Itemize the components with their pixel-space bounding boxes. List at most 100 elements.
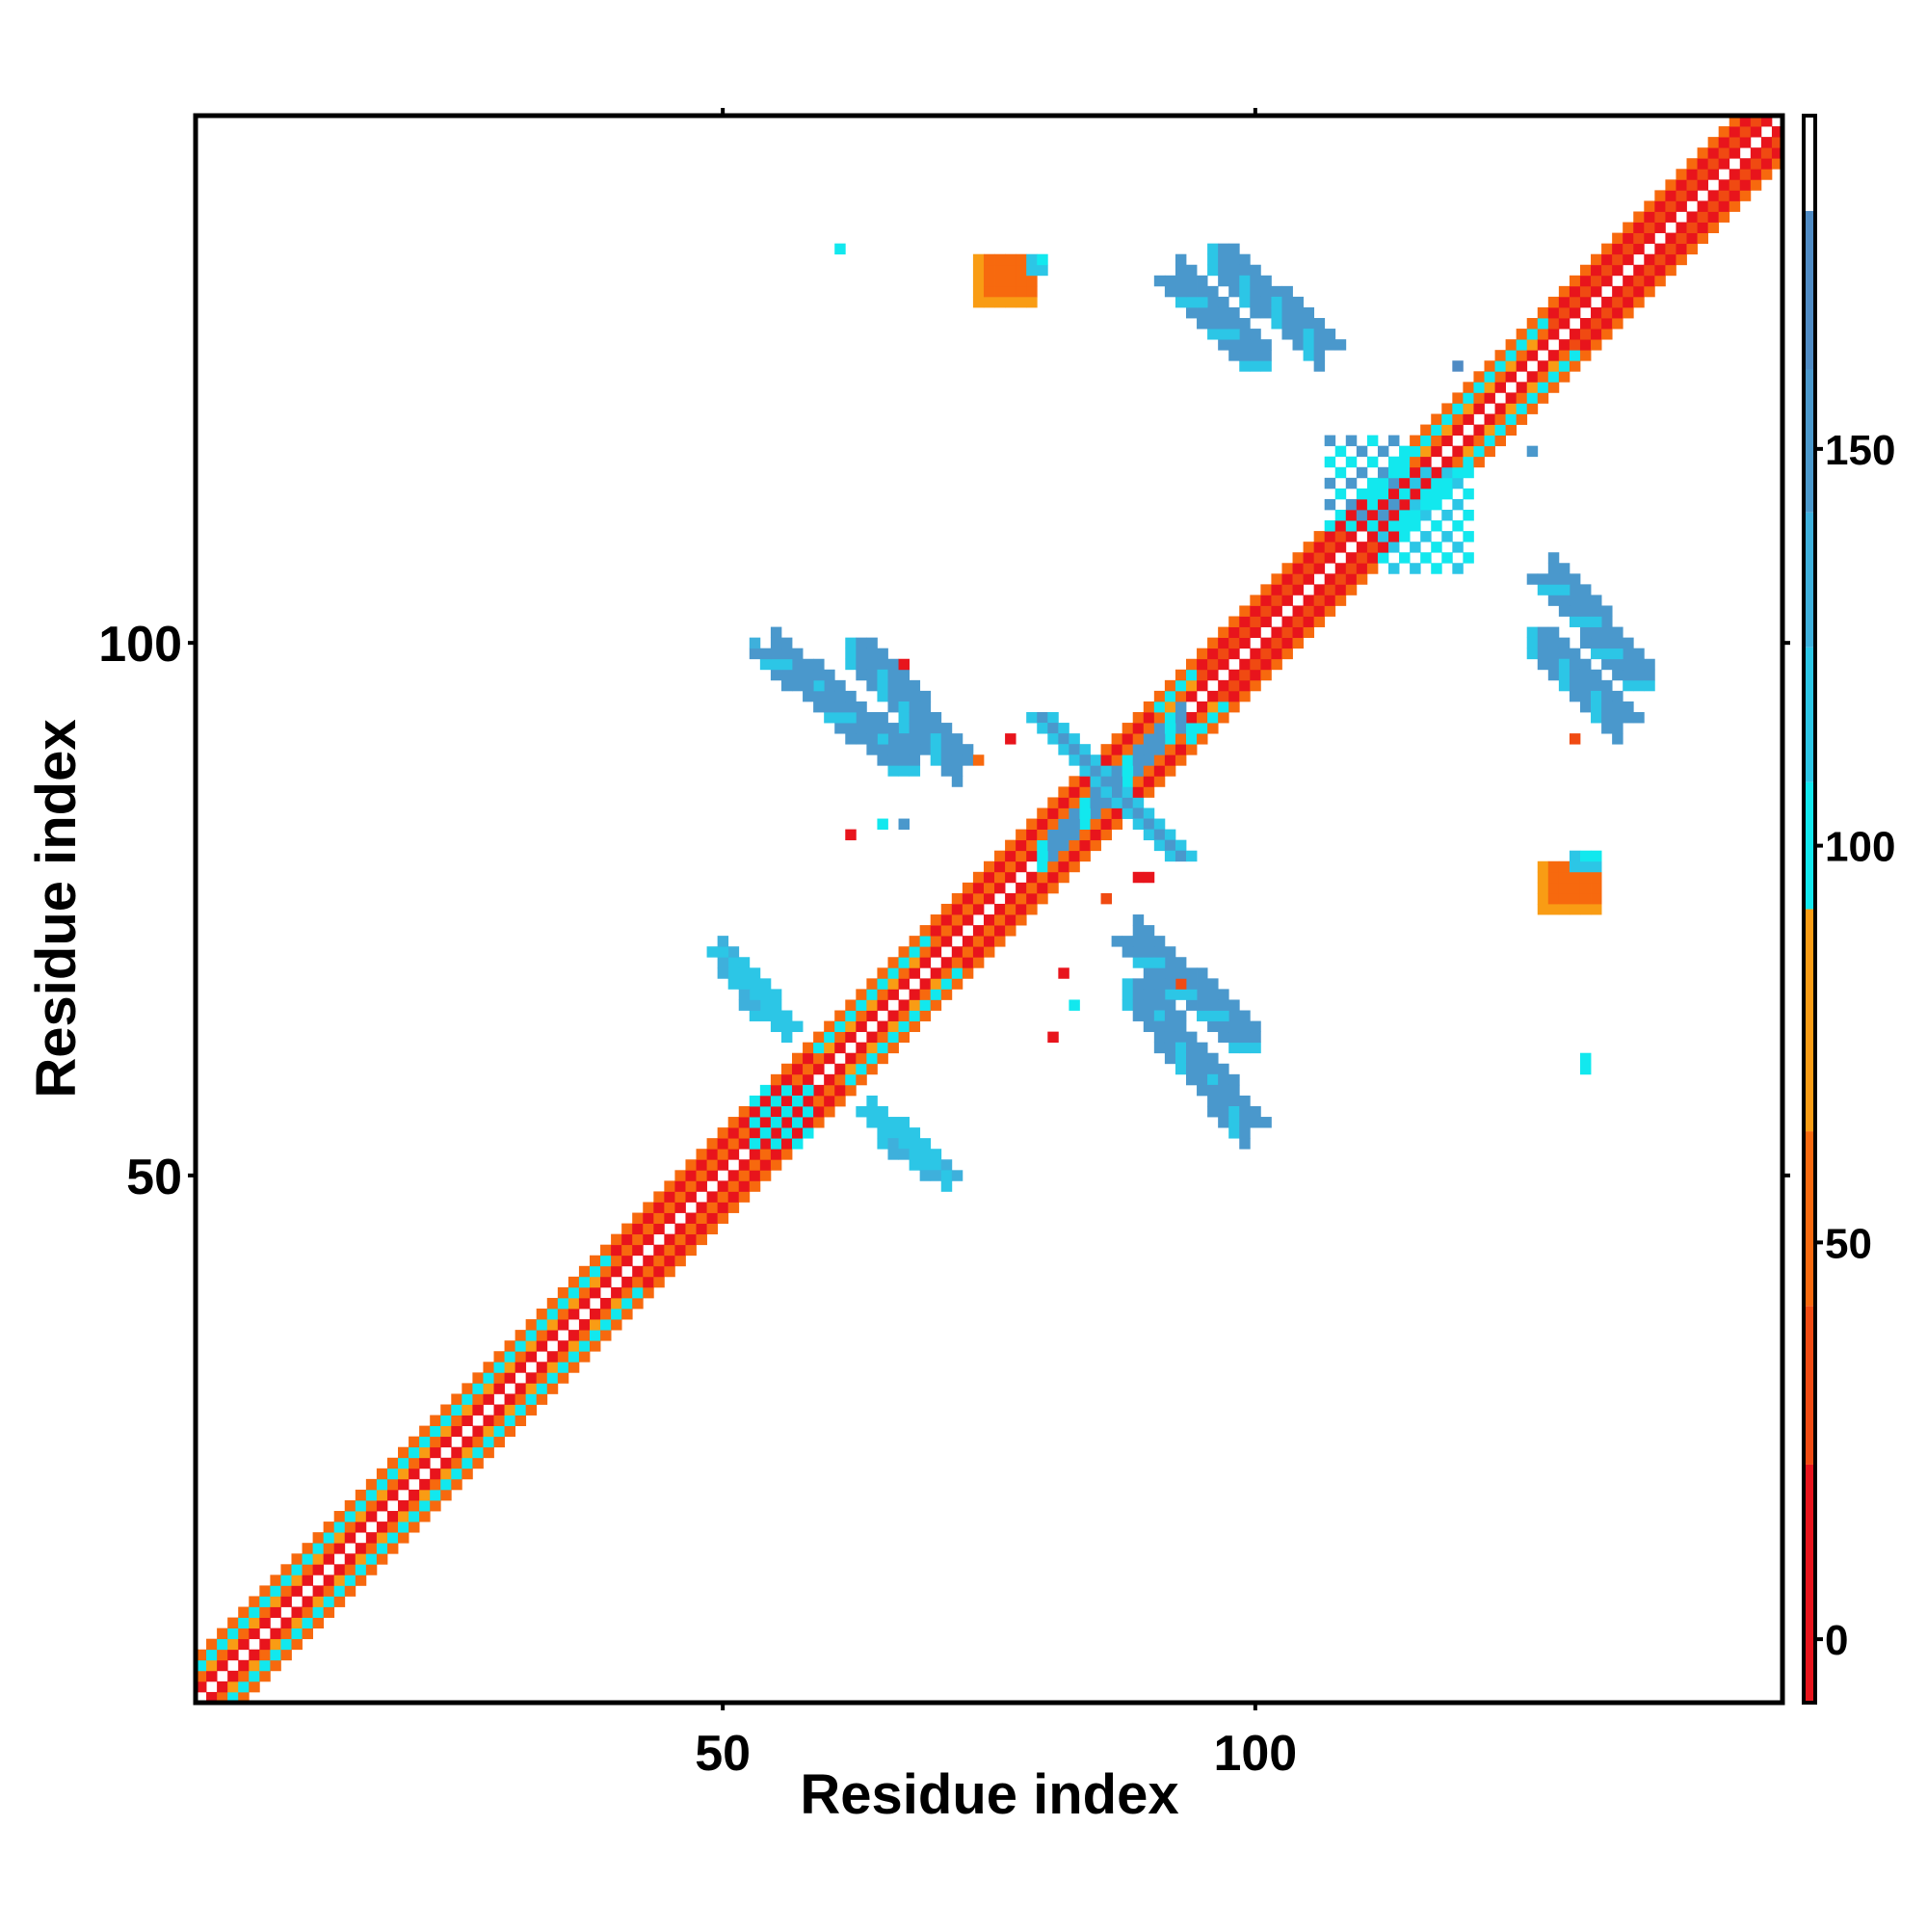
heatmap-cell — [1579, 850, 1592, 862]
heatmap-cell — [1207, 243, 1219, 255]
heatmap-cell — [1324, 584, 1336, 595]
heatmap-cell — [792, 669, 804, 681]
heatmap-cell — [909, 1149, 921, 1160]
heatmap-cell — [1016, 860, 1027, 873]
heatmap-cell — [1463, 445, 1474, 458]
heatmap-cell — [557, 1340, 569, 1352]
heatmap-cell — [674, 1255, 686, 1267]
heatmap-cell — [951, 1170, 964, 1181]
heatmap-cell — [493, 1404, 505, 1416]
heatmap-cell — [1271, 658, 1282, 671]
heatmap-cell — [1058, 797, 1069, 808]
heatmap-cell — [1505, 371, 1518, 383]
heatmap-cell — [877, 679, 888, 692]
heatmap-cell — [1164, 765, 1176, 777]
heatmap-cell — [1707, 158, 1720, 170]
heatmap-cell — [972, 754, 985, 766]
heatmap-cell — [1143, 989, 1155, 1000]
heatmap-cell — [909, 701, 921, 713]
heatmap-cell — [1228, 285, 1240, 298]
heatmap-cell — [1143, 754, 1155, 766]
heatmap-cell — [834, 712, 846, 724]
heatmap-cell — [1377, 520, 1389, 532]
heatmap-cell — [1452, 403, 1464, 414]
heatmap-cell — [792, 1095, 804, 1107]
heatmap-cell — [1281, 595, 1293, 606]
heatmap-cell — [983, 296, 995, 308]
heatmap-cell — [1494, 435, 1506, 447]
heatmap-cell — [1633, 222, 1645, 233]
heatmap-cell — [1132, 914, 1145, 926]
heatmap-cell — [270, 1585, 281, 1597]
heatmap-cell — [834, 1095, 846, 1107]
heatmap-cell — [1271, 637, 1282, 649]
heatmap-cell — [919, 1170, 932, 1181]
heatmap-cell — [951, 776, 964, 787]
colorbar-tick-label: 50 — [1825, 1220, 1872, 1267]
heatmap-cell — [1558, 285, 1571, 298]
heatmap-cell — [909, 1138, 921, 1150]
heatmap-cell — [1601, 626, 1613, 639]
heatmap-cell — [398, 1457, 409, 1469]
heatmap-cell — [1197, 1010, 1208, 1021]
heatmap-cell — [1016, 914, 1027, 926]
heatmap-cell — [312, 1553, 325, 1565]
heatmap-cell — [1334, 509, 1347, 521]
heatmap-cell — [792, 1138, 804, 1150]
heatmap-cell — [813, 679, 825, 692]
heatmap-cell — [1143, 999, 1155, 1011]
heatmap-cell — [1537, 882, 1549, 894]
heatmap-cell — [1516, 350, 1528, 361]
heatmap-cell — [877, 1042, 888, 1054]
heatmap-cell — [738, 1191, 751, 1203]
heatmap-cell — [1303, 595, 1315, 606]
heatmap-cell — [1356, 563, 1368, 574]
heatmap-cell — [749, 1127, 761, 1139]
heatmap-cell — [1047, 807, 1059, 819]
heatmap-cell — [1175, 669, 1187, 681]
heatmap-cell — [824, 1084, 835, 1097]
heatmap-cell — [1207, 1105, 1219, 1118]
heatmap-cell — [600, 1276, 612, 1288]
heatmap-cell — [259, 1659, 271, 1672]
heatmap-cell — [1175, 701, 1187, 713]
heatmap-cell — [845, 1063, 857, 1075]
heatmap-cell — [813, 1117, 825, 1128]
heatmap-cell — [1058, 744, 1069, 755]
heatmap-cell — [856, 989, 867, 1000]
heatmap-cell — [1324, 477, 1336, 490]
heatmap-cell — [1132, 978, 1145, 990]
heatmap-cell — [1175, 850, 1187, 862]
heatmap-cell — [1579, 701, 1592, 713]
heatmap-cell — [994, 275, 1006, 287]
heatmap-cell — [462, 1457, 473, 1469]
heatmap-cell — [1505, 360, 1518, 372]
heatmap-cell — [1026, 712, 1038, 724]
heatmap-cell — [1547, 329, 1560, 340]
heatmap-cell — [270, 1596, 281, 1607]
heatmap-cell — [1356, 509, 1368, 521]
heatmap-cell — [749, 648, 761, 660]
heatmap-cell — [557, 1351, 569, 1363]
heatmap-cell — [749, 978, 761, 990]
heatmap-cell — [1260, 296, 1272, 308]
heatmap-cell — [600, 1309, 612, 1320]
heatmap-cell — [983, 925, 995, 937]
heatmap-cell — [770, 1105, 782, 1118]
heatmap-cell — [759, 648, 772, 660]
heatmap-cell — [1207, 253, 1219, 266]
heatmap-cell — [259, 1670, 271, 1682]
heatmap-cell — [546, 1372, 559, 1384]
heatmap-cell — [419, 1446, 431, 1459]
heatmap-cell — [1612, 648, 1623, 660]
heatmap-cell — [1345, 552, 1358, 564]
heatmap-cell — [1026, 296, 1038, 308]
heatmap-cell — [1207, 1010, 1219, 1021]
heatmap-cell — [1579, 318, 1592, 330]
heatmap-cell — [749, 989, 761, 1000]
heatmap-cell — [1228, 253, 1240, 266]
heatmap-cell — [1037, 839, 1048, 852]
heatmap-cell — [1100, 786, 1113, 798]
heatmap-cell — [462, 1404, 473, 1416]
heatmap-cell — [940, 989, 953, 1000]
